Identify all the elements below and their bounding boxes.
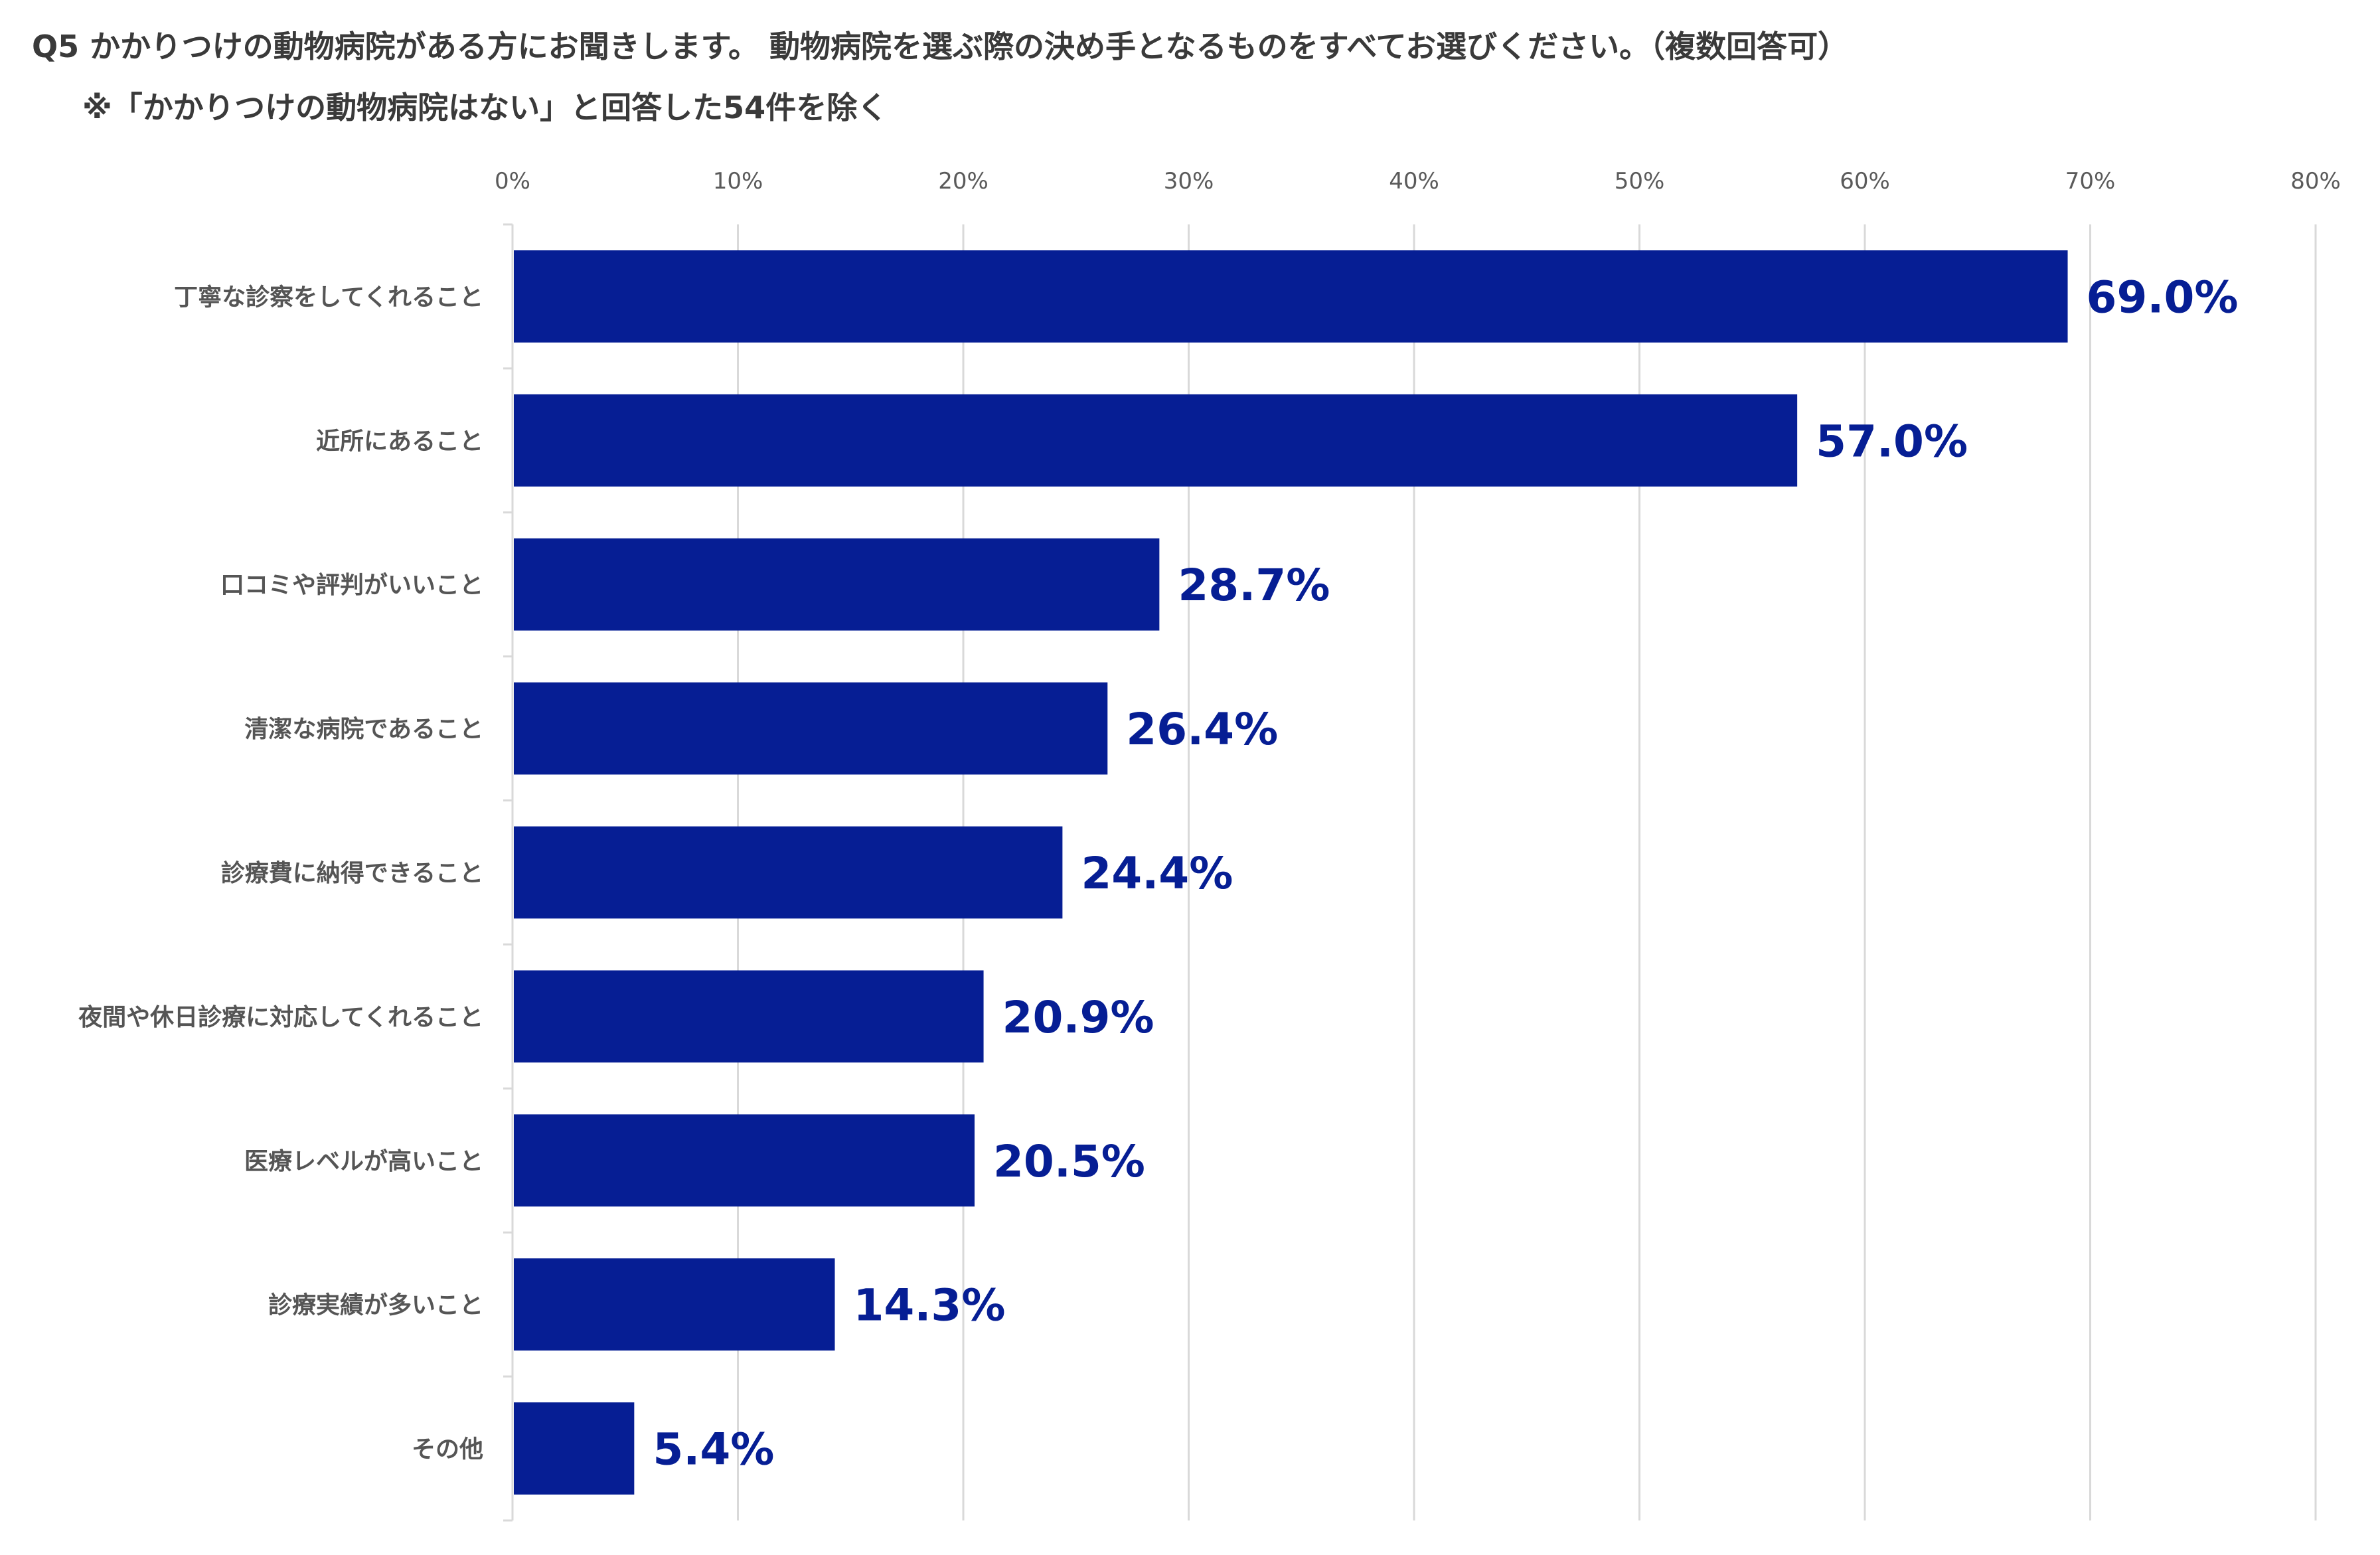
chart-title-line2: ※「かかりつけの動物病院はない」と回答した54件を除く (82, 90, 888, 125)
x-tick-label: 10% (713, 168, 763, 195)
category-label: その他 (412, 1436, 483, 1463)
x-tick-label: 30% (1164, 168, 1214, 195)
data-label: 5.4% (653, 1424, 774, 1475)
x-tick-label: 40% (1389, 168, 1439, 195)
category-label: 丁寧な診察をしてくれること (174, 284, 483, 311)
bar (514, 1114, 975, 1207)
chart-title-line1: Q5 かかりつけの動物病院がある方にお聞きします。 動物病院を選ぶ際の決め手とな… (32, 29, 1849, 64)
x-tick-label: 50% (1615, 168, 1665, 195)
data-label: 20.9% (1002, 992, 1154, 1043)
data-label: 26.4% (1126, 704, 1278, 755)
x-tick-label: 70% (2065, 168, 2116, 195)
bar (514, 1402, 635, 1495)
bar (514, 250, 2068, 343)
category-label: 診療費に納得できること (221, 860, 483, 887)
data-label: 28.7% (1178, 560, 1330, 611)
category-label: 診療実績が多いこと (268, 1292, 483, 1319)
bar (514, 970, 984, 1063)
category-label: 近所にあること (316, 428, 483, 455)
category-label: 清潔な病院であること (244, 716, 483, 743)
category-label: 夜間や休日診療に対応してくれること (78, 1004, 483, 1031)
category-label: 医療レベルが高いこと (244, 1148, 483, 1175)
data-label: 14.3% (853, 1280, 1005, 1331)
bar (514, 1258, 835, 1351)
category-label: 口コミや評判がいいこと (220, 572, 483, 599)
data-label: 69.0% (2087, 272, 2239, 323)
data-label: 20.5% (993, 1136, 1145, 1187)
bar (514, 682, 1108, 775)
bar (514, 538, 1160, 631)
x-tick-label: 20% (938, 168, 989, 195)
x-tick-label: 60% (1840, 168, 1890, 195)
bar (514, 394, 1798, 487)
x-tick-label: 0% (495, 168, 530, 195)
data-label: 57.0% (1816, 416, 1968, 467)
x-tick-label: 80% (2290, 168, 2341, 195)
bar (514, 826, 1063, 919)
data-label: 24.4% (1081, 848, 1233, 899)
